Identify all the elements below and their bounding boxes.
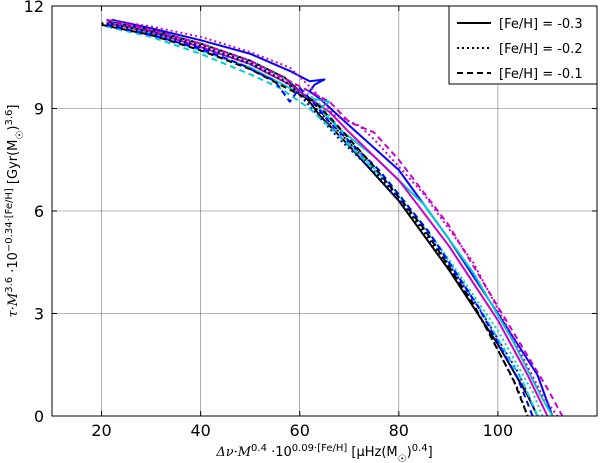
x-tick-label: 20 — [91, 421, 111, 440]
y-axis-label: τ·M3.6 ·10−0.34·[Fe/H] [Gyr(M☉)3.6] — [4, 105, 26, 318]
series-line-11 — [101, 23, 529, 417]
series-line-3 — [106, 22, 549, 417]
ticks: 20 40 60 80 100 0 3 6 9 12 — [24, 0, 597, 440]
y-tick-label: 12 — [24, 0, 44, 16]
series-line-4 — [106, 18, 559, 417]
legend-box — [448, 5, 598, 85]
x-tick-label: 100 — [483, 421, 514, 440]
x-tick-label: 60 — [290, 421, 310, 440]
legend-label: [Fe/H] = -0.1 — [499, 67, 583, 82]
y-tick-label: 3 — [34, 305, 44, 324]
x-tick-label: 40 — [190, 421, 210, 440]
series-line-8 — [106, 18, 564, 417]
y-tick-label: 0 — [34, 407, 44, 426]
series-line-9 — [106, 25, 539, 417]
legend-label: [Fe/H] = -0.2 — [499, 42, 583, 57]
legend-label: [Fe/H] = -0.3 — [499, 17, 583, 32]
y-tick-label: 9 — [34, 100, 44, 119]
x-axis-label: Δν·M0.4 ·100.09·[Fe/H] [μHz(M☉)0.4] — [215, 443, 432, 463]
legend: [Fe/H] = -0.3 [Fe/H] = -0.2 [Fe/H] = -0.1 — [448, 5, 598, 85]
series-line-10 — [106, 23, 534, 417]
series-line-5 — [106, 20, 544, 417]
x-tick-label: 80 — [389, 421, 409, 440]
series-layer — [101, 18, 564, 417]
y-tick-label: 6 — [34, 202, 44, 221]
